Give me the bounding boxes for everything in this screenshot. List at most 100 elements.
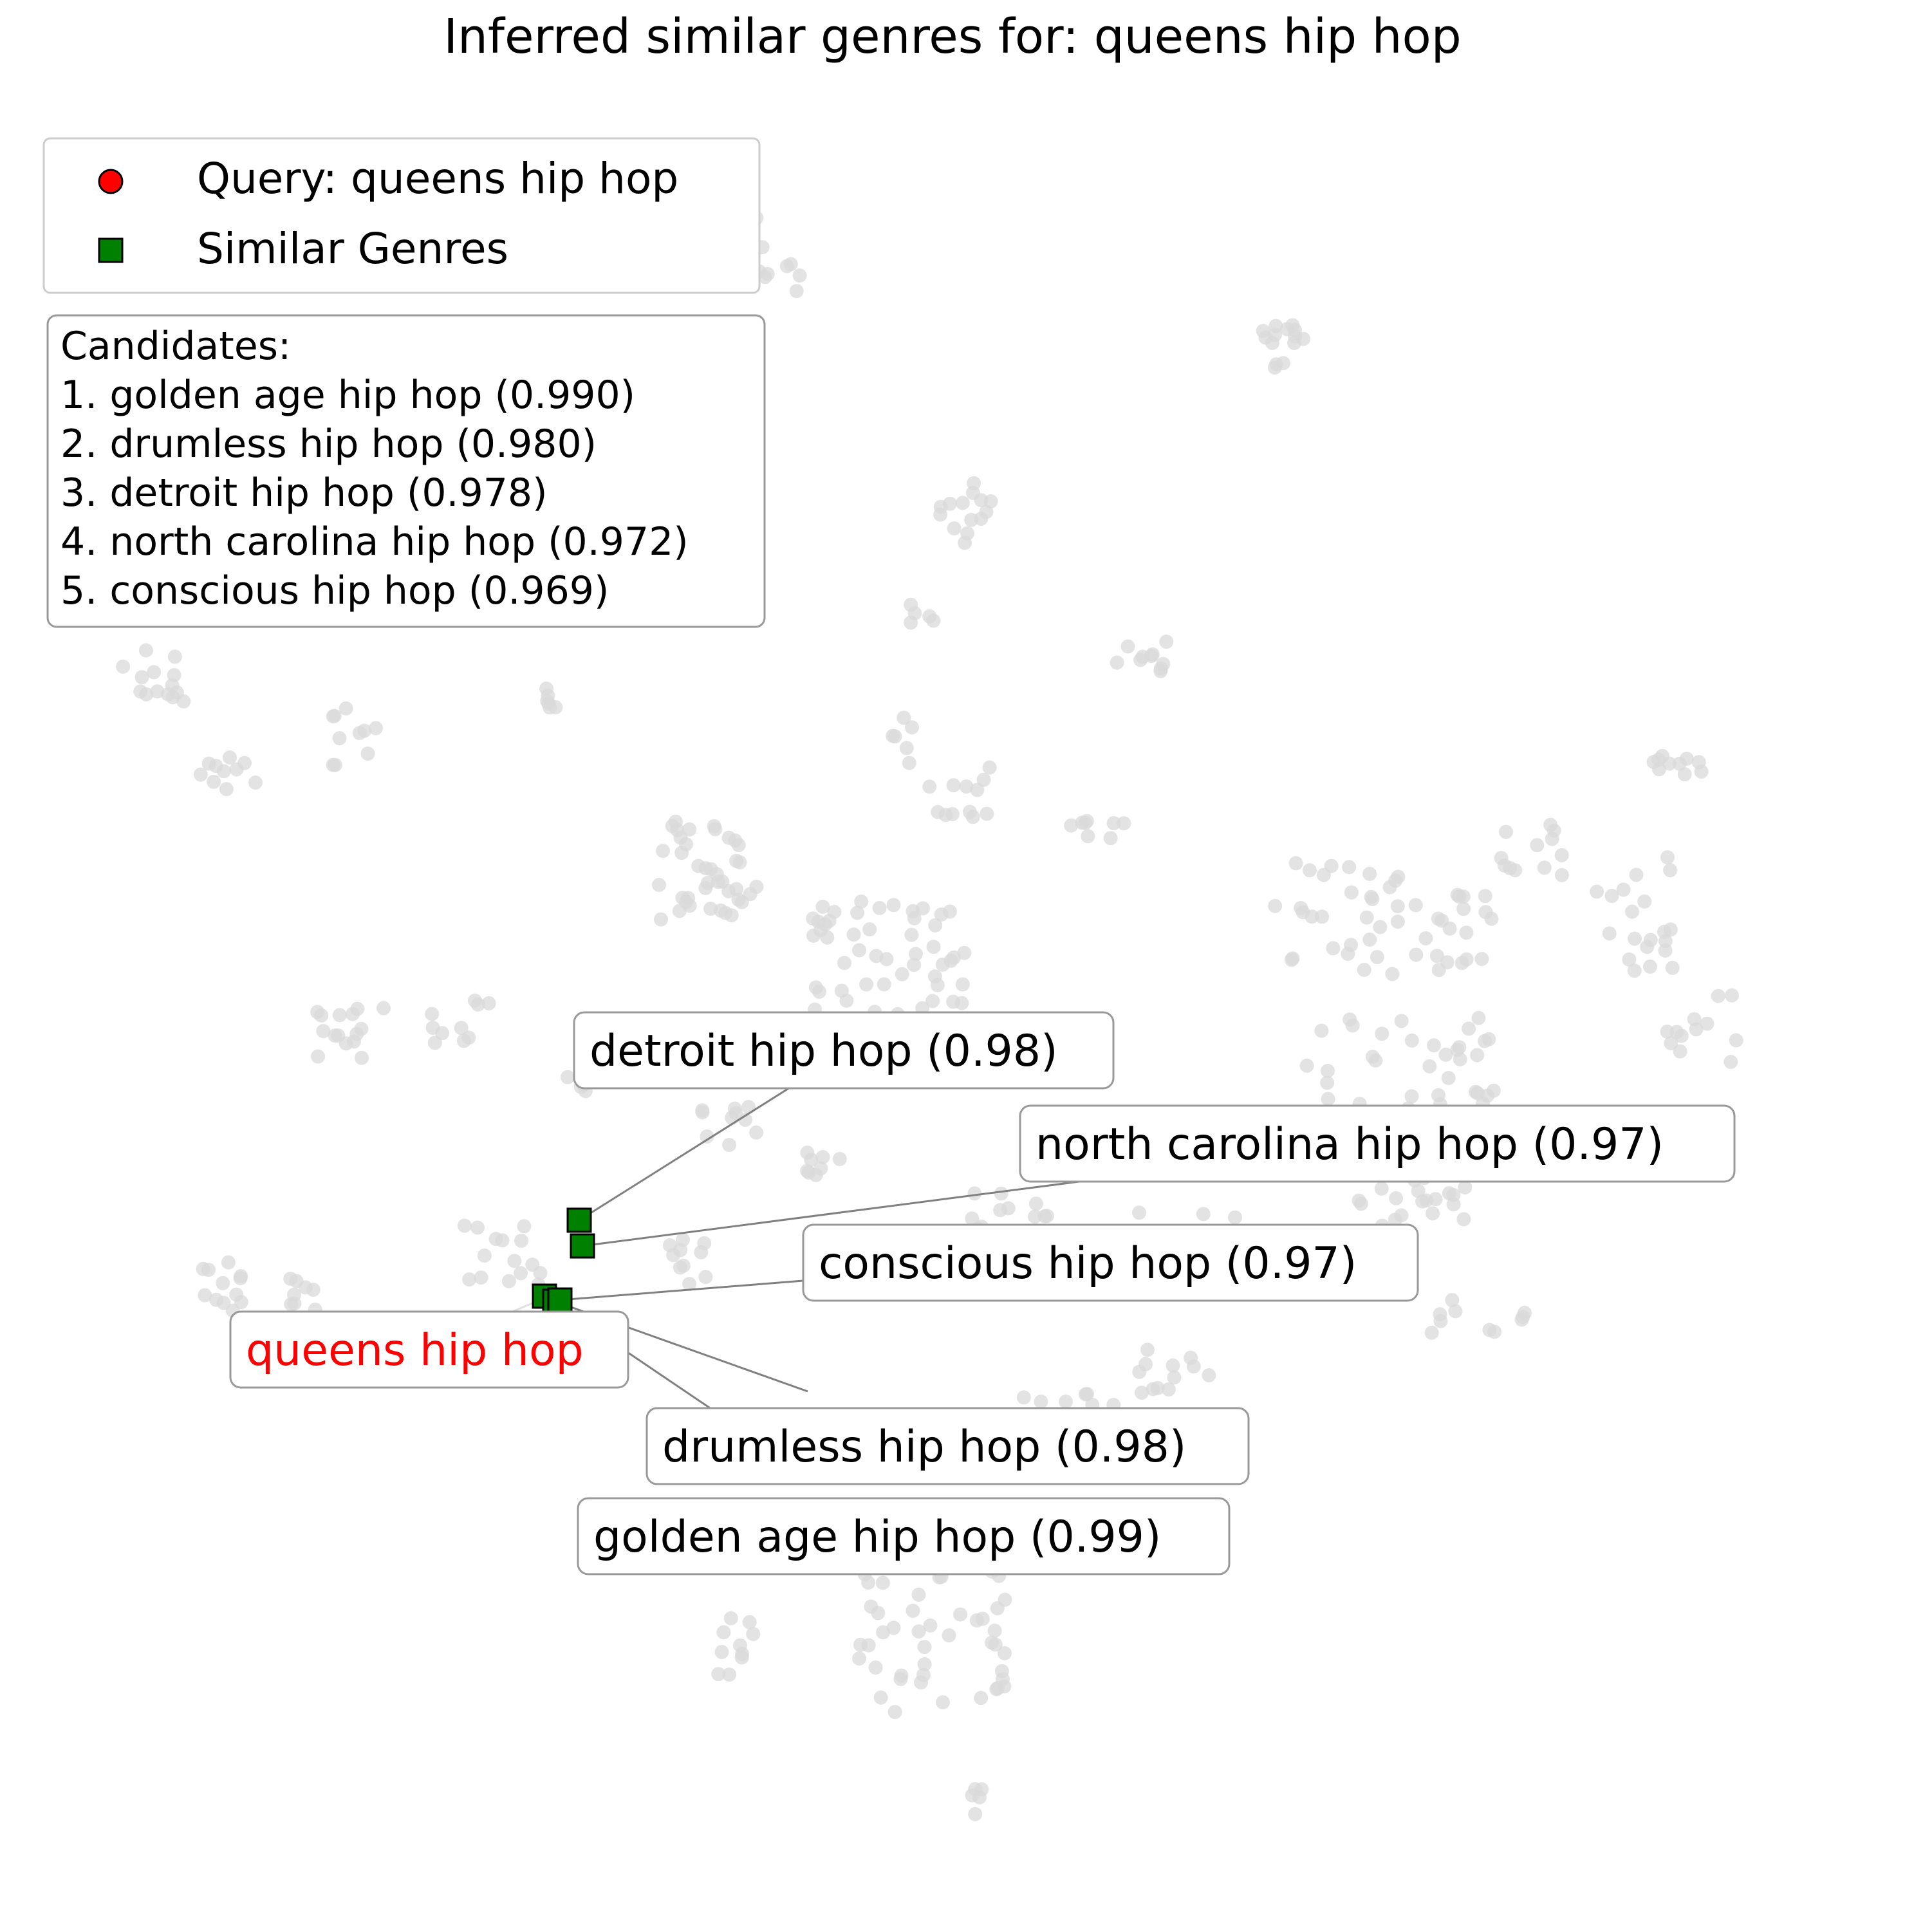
embedding-point: [911, 1587, 926, 1602]
embedding-point: [1677, 767, 1692, 782]
embedding-point: [1059, 1394, 1073, 1409]
embedding-point: [733, 1638, 747, 1653]
embedding-point: [1665, 960, 1680, 975]
embedding-point: [868, 1660, 883, 1675]
embedding-point: [698, 880, 713, 895]
embedding-point: [1368, 1053, 1383, 1068]
embedding-point: [1315, 909, 1330, 924]
embedding-point: [852, 1651, 866, 1666]
query-label-box: [229, 1310, 629, 1389]
embedding-point: [1545, 831, 1559, 846]
embedding-point: [998, 1646, 1012, 1660]
embedding-point: [1359, 910, 1374, 925]
embedding-point: [223, 750, 237, 765]
embedding-point: [1288, 856, 1303, 871]
embedding-point: [1724, 1055, 1738, 1069]
embedding-point: [1431, 1088, 1445, 1102]
embedding-point: [946, 778, 961, 793]
embedding-point: [316, 1024, 331, 1039]
embedding-point: [876, 1625, 891, 1640]
embedding-point: [902, 756, 916, 770]
embedding-point: [1537, 860, 1552, 875]
embedding-point: [1404, 1089, 1419, 1104]
similar-genre-label-box: [1019, 1104, 1736, 1183]
embedding-point: [165, 690, 180, 705]
embedding-point: [827, 905, 842, 919]
embedding-point: [457, 1218, 472, 1233]
embedding-point: [663, 1238, 677, 1252]
embedding-point: [138, 643, 153, 658]
embedding-point: [988, 1637, 1003, 1652]
embedding-point: [355, 1050, 369, 1065]
legend-query-label: Query: queens hip hop: [197, 154, 678, 203]
embedding-point: [894, 1668, 909, 1683]
embedding-point: [886, 898, 901, 913]
connector-line: [582, 1170, 1159, 1247]
embedding-point: [716, 1625, 731, 1640]
embedding-point: [815, 1150, 830, 1164]
embedding-point: [700, 1129, 714, 1144]
embedding-point: [1673, 1044, 1687, 1059]
embedding-point: [1664, 1036, 1678, 1050]
embedding-point: [1342, 860, 1357, 875]
embedding-point: [332, 731, 347, 746]
legend-query-marker: [98, 169, 124, 194]
embedding-point: [1637, 894, 1652, 909]
embedding-point: [731, 892, 746, 907]
embedding-point: [947, 950, 961, 965]
embedding-point: [1303, 863, 1317, 878]
embedding-point: [1622, 952, 1637, 967]
embedding-point: [1469, 1084, 1483, 1099]
embedding-point: [1711, 989, 1725, 1003]
embedding-point: [703, 862, 718, 877]
embedding-point: [1150, 1380, 1165, 1395]
embedding-point: [201, 756, 216, 771]
embedding-point: [676, 1258, 691, 1273]
embedding-point: [1474, 952, 1489, 967]
embedding-point: [1357, 963, 1371, 977]
embedding-point: [1202, 1368, 1216, 1382]
legend-similar-label: Similar Genres: [197, 224, 508, 274]
embedding-point: [757, 270, 772, 284]
embedding-point: [427, 1036, 442, 1050]
embedding-point: [1415, 1194, 1430, 1209]
embedding-point: [974, 1691, 989, 1705]
embedding-point: [906, 1603, 920, 1618]
embedding-point: [1228, 1210, 1242, 1225]
embedding-point: [668, 814, 683, 829]
embedding-point: [332, 1008, 347, 1023]
embedding-point: [1135, 1386, 1149, 1400]
candidates-frame: [46, 314, 766, 628]
embedding-point: [698, 1270, 713, 1285]
embedding-point: [749, 1125, 764, 1140]
embedding-point: [1658, 934, 1673, 949]
embedding-point: [734, 1650, 749, 1665]
embedding-point: [1604, 889, 1619, 904]
embedding-point: [1590, 884, 1604, 899]
embedding-point: [914, 1675, 928, 1690]
embedding-point: [1390, 915, 1405, 929]
embedding-point: [879, 952, 894, 967]
embedding-point: [994, 1664, 1009, 1678]
embedding-point: [654, 912, 668, 927]
embedding-point: [1326, 941, 1341, 956]
embedding-point: [1159, 635, 1174, 649]
similar-genre-marker: [570, 1233, 595, 1259]
similar-genre-label: detroit hip hop (0.98): [590, 1026, 1058, 1077]
embedding-point: [1362, 933, 1377, 947]
embedding-point: [1110, 655, 1124, 670]
embedding-point: [541, 689, 555, 703]
embedding-point: [923, 1618, 938, 1633]
embedding-point: [507, 1254, 522, 1268]
similar-genre-label-box: [646, 1407, 1250, 1485]
similar-genre-marker: [547, 1287, 573, 1313]
embedding-point: [514, 1266, 528, 1281]
embedding-point: [930, 978, 945, 992]
embedding-point: [922, 779, 937, 794]
embedding-point: [1516, 1310, 1530, 1324]
embedding-point: [779, 259, 794, 274]
embedding-point: [1470, 1048, 1485, 1063]
embedding-point: [216, 764, 231, 779]
embedding-point: [1418, 931, 1433, 945]
